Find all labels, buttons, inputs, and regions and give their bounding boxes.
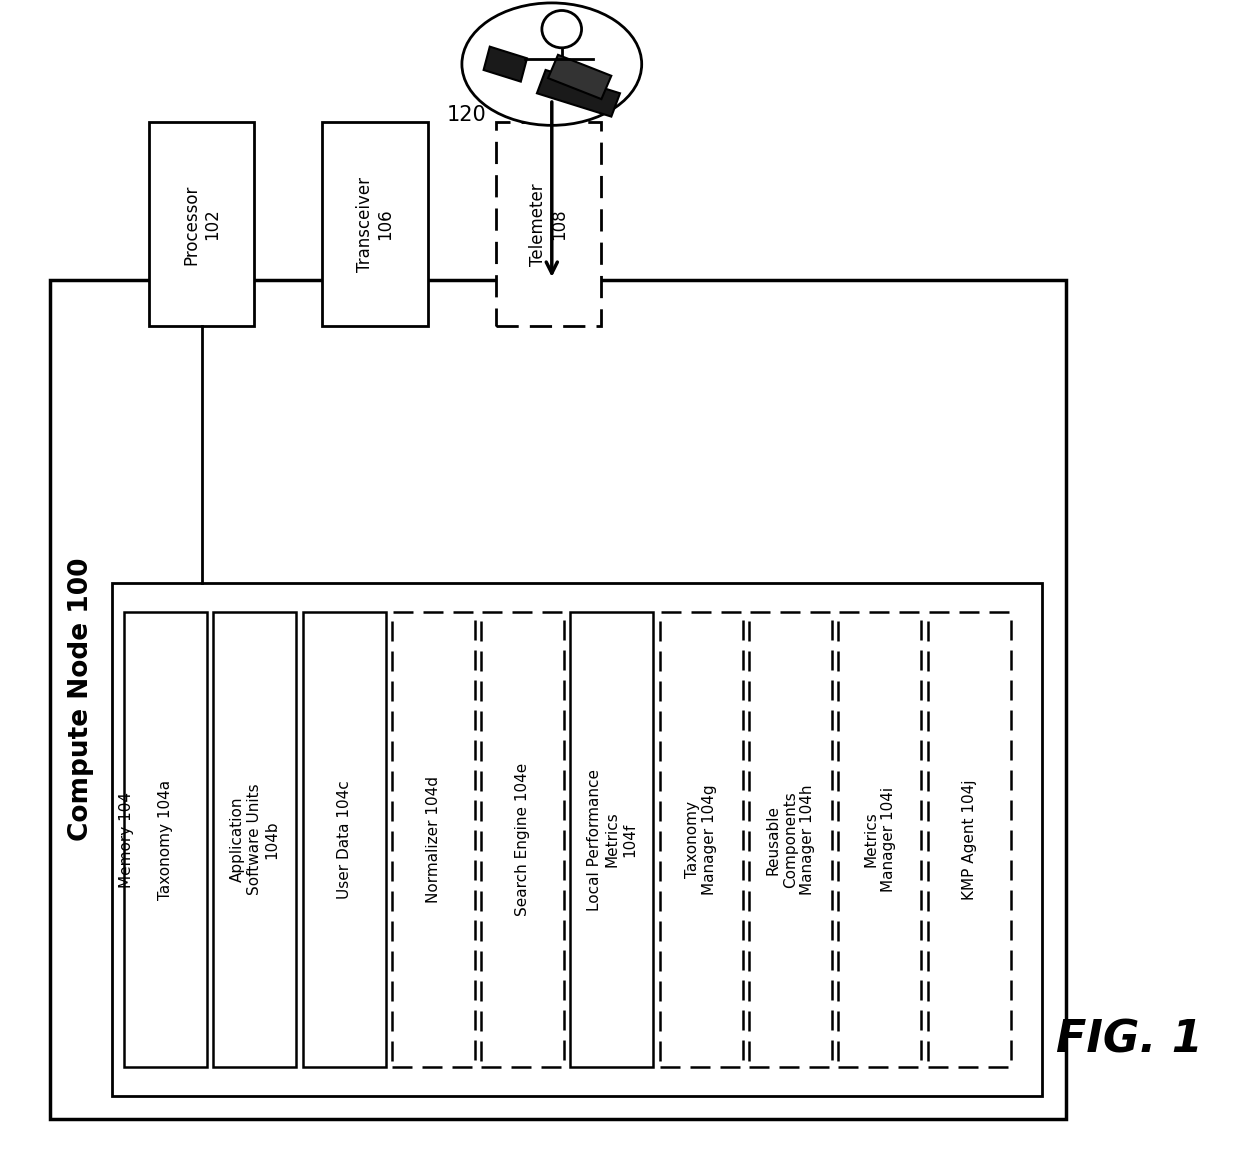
Text: Compute Node 100: Compute Node 100	[68, 557, 93, 842]
Text: Local Performance
Metrics
104f: Local Performance Metrics 104f	[587, 768, 637, 911]
FancyBboxPatch shape	[124, 612, 207, 1067]
Polygon shape	[537, 70, 620, 117]
FancyBboxPatch shape	[303, 612, 386, 1067]
Text: Transceiver
106: Transceiver 106	[356, 177, 394, 272]
Text: Telemeter
108: Telemeter 108	[529, 183, 568, 266]
Text: Application
Software Units
104b: Application Software Units 104b	[229, 784, 280, 895]
FancyBboxPatch shape	[322, 122, 428, 326]
FancyBboxPatch shape	[570, 612, 653, 1067]
Circle shape	[542, 10, 582, 48]
FancyBboxPatch shape	[149, 122, 254, 326]
Ellipse shape	[461, 3, 642, 126]
Text: Processor
102: Processor 102	[182, 184, 221, 265]
Text: Taxonomy
Manager 104g: Taxonomy Manager 104g	[684, 785, 718, 894]
FancyBboxPatch shape	[749, 612, 832, 1067]
Text: Metrics
Manager 104i: Metrics Manager 104i	[863, 787, 897, 892]
Text: Taxonomy 104a: Taxonomy 104a	[157, 779, 174, 900]
FancyBboxPatch shape	[213, 612, 296, 1067]
FancyBboxPatch shape	[50, 280, 1066, 1119]
FancyBboxPatch shape	[928, 612, 1011, 1067]
Text: KMP Agent 104j: KMP Agent 104j	[961, 779, 977, 900]
FancyBboxPatch shape	[481, 612, 564, 1067]
Text: Search Engine 104e: Search Engine 104e	[515, 763, 531, 916]
FancyBboxPatch shape	[838, 612, 921, 1067]
Text: 120: 120	[446, 105, 486, 125]
FancyBboxPatch shape	[660, 612, 743, 1067]
Polygon shape	[484, 47, 527, 82]
Text: Reusable
Components
Manager 104h: Reusable Components Manager 104h	[765, 785, 816, 894]
Text: Memory 104: Memory 104	[119, 792, 134, 887]
FancyBboxPatch shape	[112, 583, 1042, 1096]
Text: Normalizer 104d: Normalizer 104d	[425, 777, 441, 902]
FancyBboxPatch shape	[496, 122, 601, 326]
Polygon shape	[548, 55, 611, 99]
FancyBboxPatch shape	[392, 612, 475, 1067]
Text: User Data 104c: User Data 104c	[336, 780, 352, 899]
Text: FIG. 1: FIG. 1	[1056, 1018, 1203, 1061]
